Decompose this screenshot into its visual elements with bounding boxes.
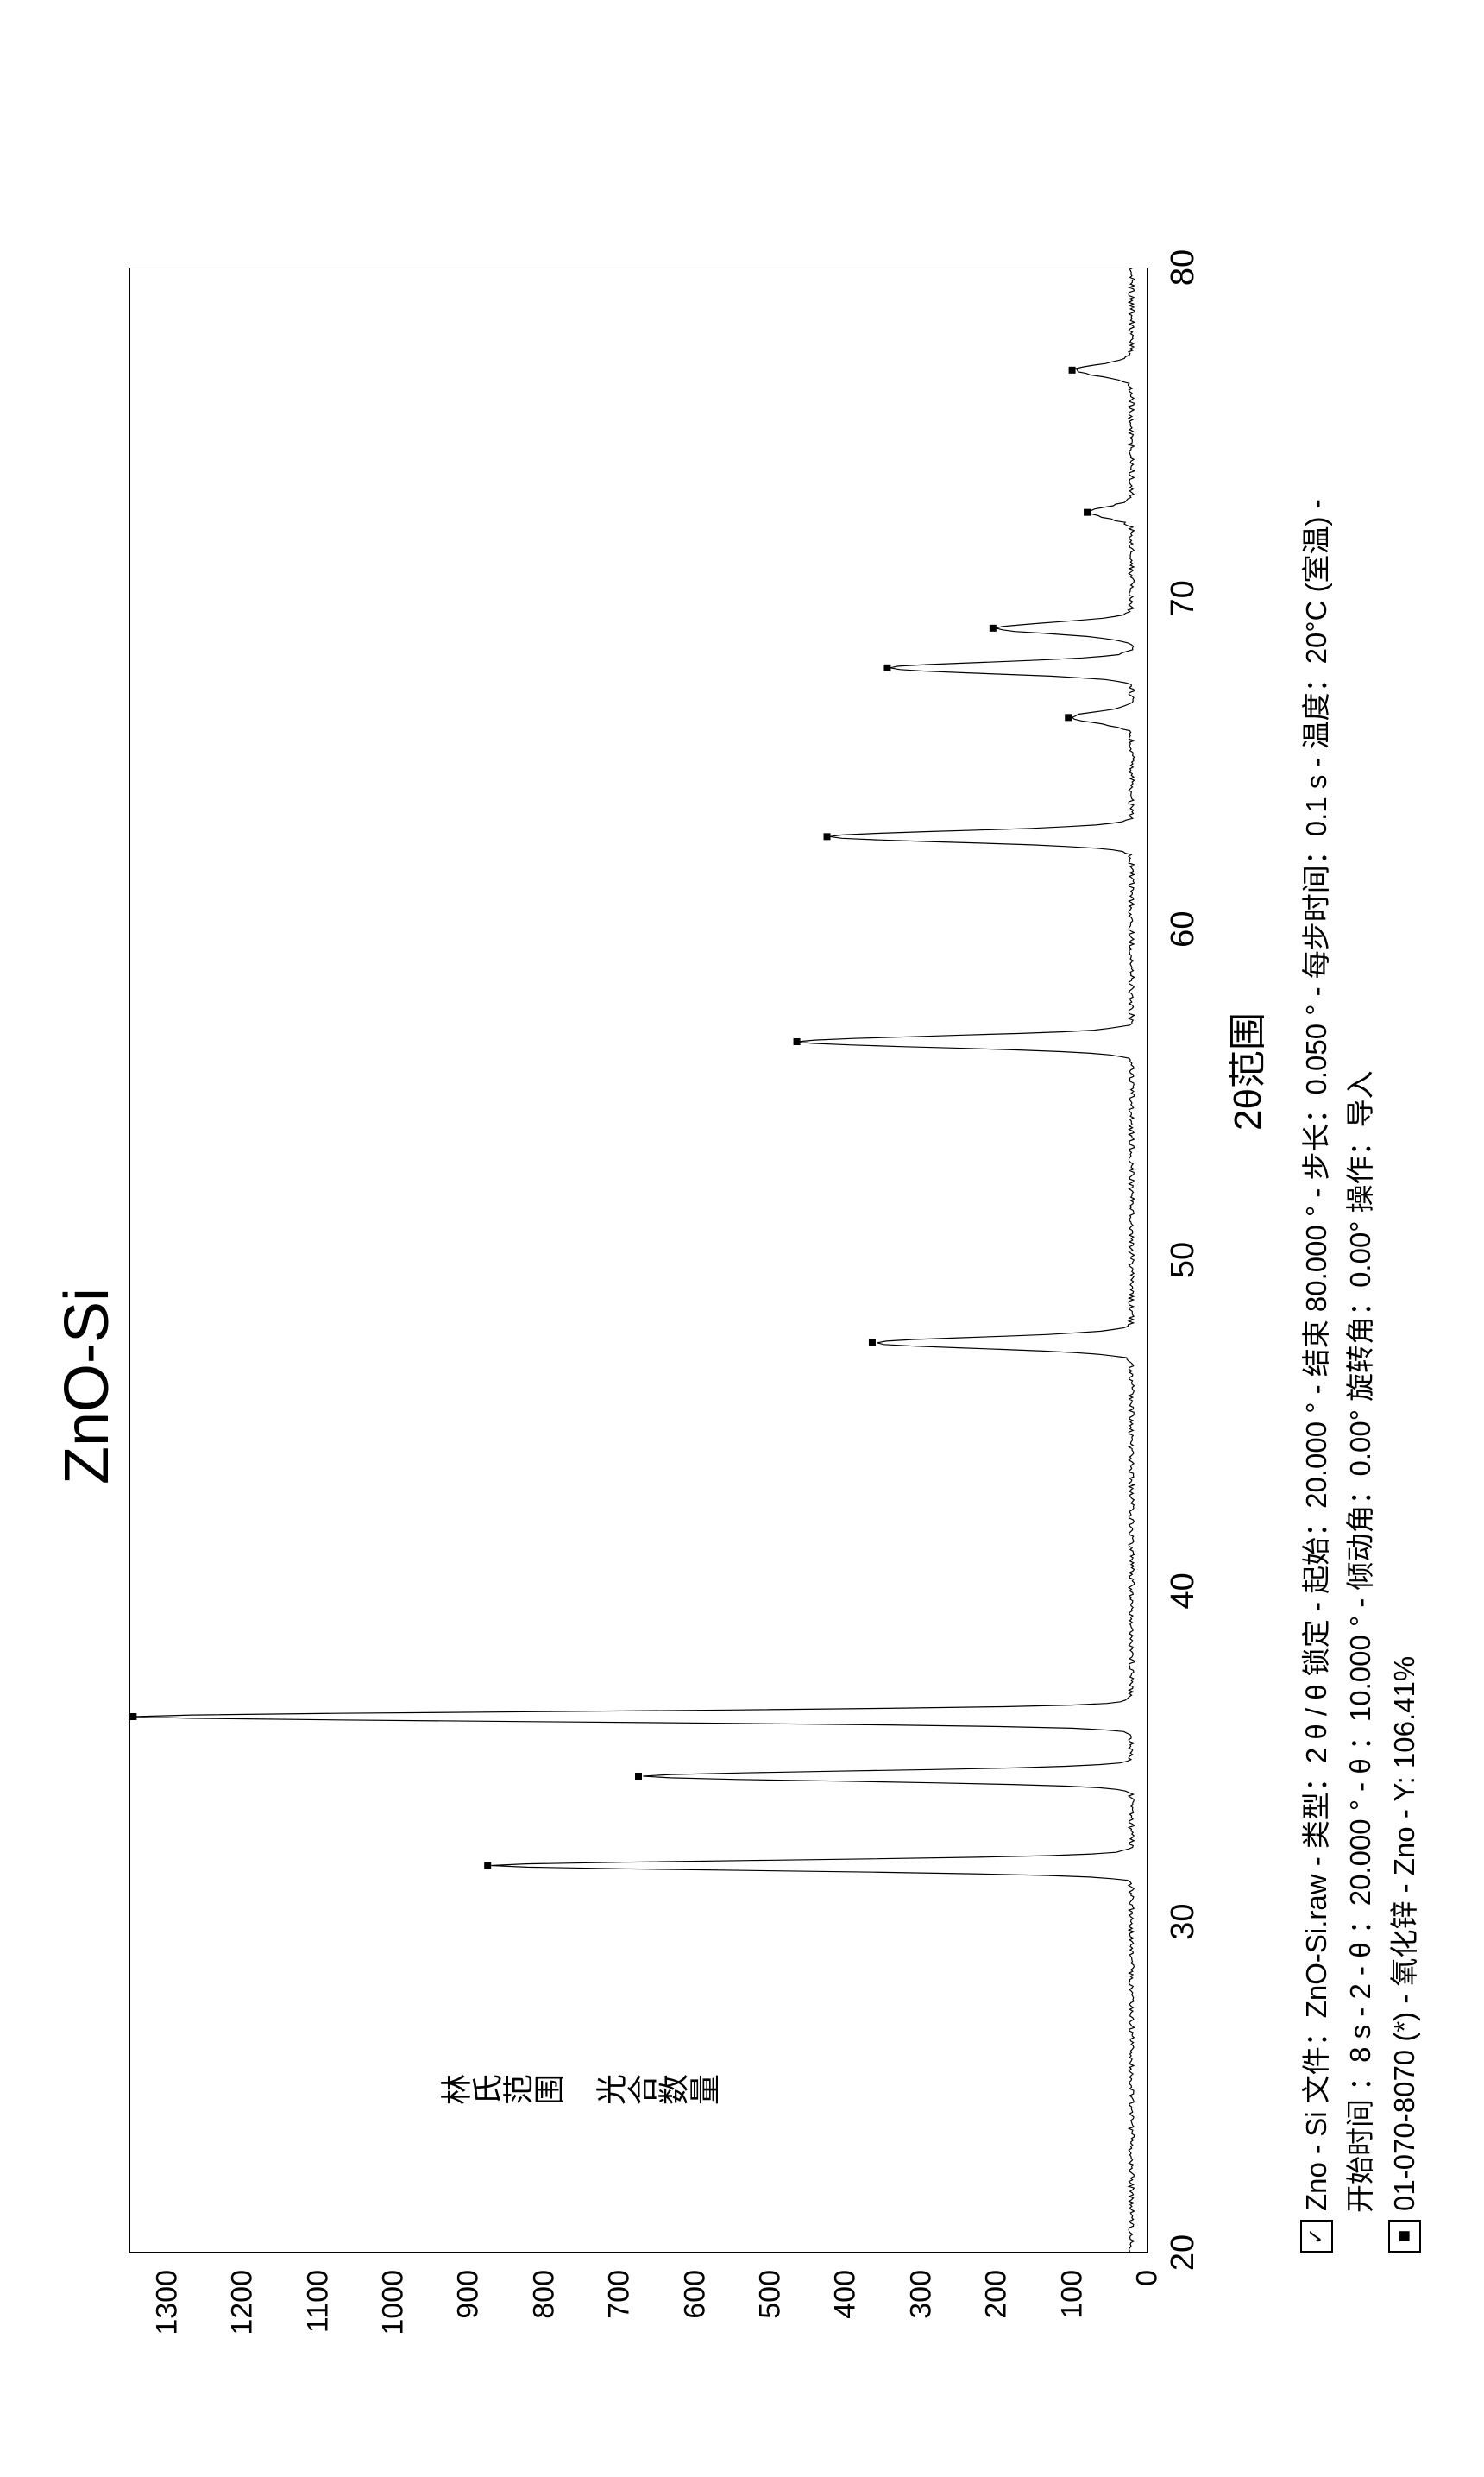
footer-line-2: 开始时间 ：8 s - 2 - θ ：20.000 ° - θ ：10.000 … bbox=[1338, 95, 1382, 2253]
x-tick-label: 30 bbox=[1165, 1904, 1202, 1940]
xrd-plot: 0100200300400500600700800900100011001200… bbox=[129, 268, 1148, 2253]
reference-peak-marker bbox=[883, 665, 890, 671]
y-axis-label-2: 林氏范围 bbox=[440, 2070, 564, 2115]
y-tick-label: 800 bbox=[527, 2270, 561, 2373]
footer-metadata: ✓ Zno - Si 文件：ZnO-Si.raw - 类型：2 θ / θ 锁定… bbox=[1294, 95, 1426, 2253]
x-tick-label: 20 bbox=[1165, 2234, 1202, 2271]
footer-text-1: Zno - Si 文件：ZnO-Si.raw - 类型：2 θ / θ 锁定 -… bbox=[1294, 499, 1338, 2211]
reference-peak-marker bbox=[129, 1713, 136, 1720]
footer-line-1: ✓ Zno - Si 文件：ZnO-Si.raw - 类型：2 θ / θ 锁定… bbox=[1294, 95, 1338, 2253]
chart-title: ZnO-Si bbox=[52, 1288, 123, 1484]
x-tick-label: 60 bbox=[1165, 911, 1202, 948]
y-tick-label: 0 bbox=[1131, 2270, 1165, 2373]
x-tick-label: 70 bbox=[1165, 580, 1202, 616]
y-tick-label: 400 bbox=[829, 2270, 863, 2373]
y-tick-label: 900 bbox=[452, 2270, 486, 2373]
y-tick-label: 700 bbox=[603, 2270, 637, 2373]
y-tick-label: 1300 bbox=[150, 2270, 184, 2373]
reference-peak-marker bbox=[1084, 509, 1091, 516]
y-axis-label-1: 光合数量 bbox=[595, 2070, 720, 2115]
footer-text-3: 01-070-8070 (*) - 氧化锌 - Zno - Y: 106.41% bbox=[1382, 1656, 1426, 2211]
x-tick-label: 50 bbox=[1165, 1242, 1202, 1278]
y-tick-label: 500 bbox=[753, 2270, 787, 2373]
reference-peak-marker bbox=[1069, 367, 1076, 374]
y-tick-label: 600 bbox=[678, 2270, 712, 2373]
y-tick-label: 1100 bbox=[301, 2270, 335, 2373]
x-axis-label: 2θ范围 bbox=[1217, 1012, 1272, 1131]
reference-peak-marker bbox=[990, 625, 997, 632]
y-tick-label: 300 bbox=[904, 2270, 938, 2373]
footer-line-3: ■ 01-070-8070 (*) - 氧化锌 - Zno - Y: 106.4… bbox=[1382, 95, 1426, 2253]
x-tick-label: 80 bbox=[1165, 249, 1202, 286]
y-tick-label: 1000 bbox=[376, 2270, 410, 2373]
reference-peak-marker bbox=[635, 1773, 642, 1780]
scan-icon: ✓ bbox=[1300, 2220, 1333, 2253]
y-tick-label: 1200 bbox=[226, 2270, 260, 2373]
reference-peak-marker bbox=[1065, 714, 1072, 721]
reference-icon: ■ bbox=[1388, 2220, 1421, 2253]
x-tick-label: 40 bbox=[1165, 1573, 1202, 1609]
xrd-diffractogram bbox=[134, 268, 1135, 2253]
y-tick-label: 100 bbox=[1055, 2270, 1089, 2373]
reference-peak-marker bbox=[824, 833, 831, 840]
reference-peak-marker bbox=[869, 1339, 876, 1346]
y-tick-label: 200 bbox=[980, 2270, 1014, 2373]
reference-peak-marker bbox=[794, 1038, 801, 1045]
footer-text-2: 开始时间 ：8 s - 2 - θ ：20.000 ° - θ ：10.000 … bbox=[1338, 1070, 1382, 2213]
reference-peak-marker bbox=[484, 1862, 491, 1869]
